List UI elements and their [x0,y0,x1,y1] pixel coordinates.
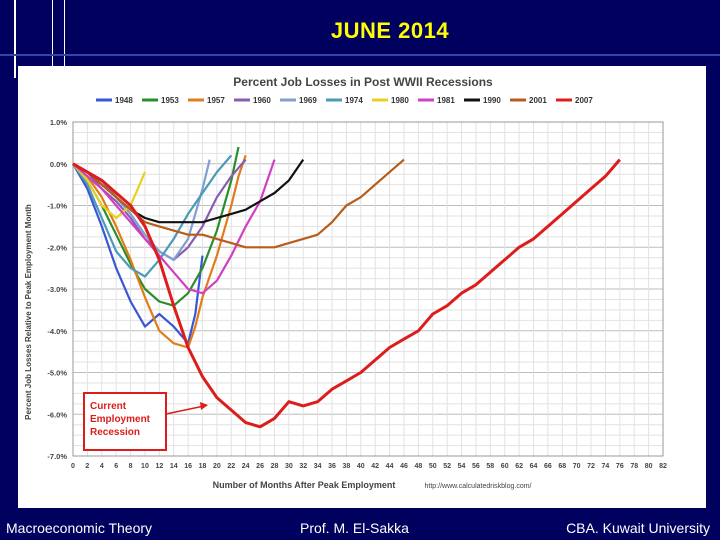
x-tick-label: 32 [299,463,307,470]
x-tick-label: 48 [414,463,422,470]
legend-label: 1981 [437,96,455,105]
x-tick-label: 14 [170,463,178,470]
x-tick-label: 74 [602,463,610,470]
title-divider [0,54,720,56]
legend-label: 1990 [483,96,501,105]
plot-border [72,121,664,457]
x-tick-label: 16 [184,463,192,470]
x-tick-label: 68 [558,463,566,470]
series-line-1974 [72,154,233,278]
y-tick-label: -3.0% [47,285,67,294]
x-tick-label: 20 [213,463,221,470]
x-tick-label: 8 [129,463,133,470]
legend-label: 1953 [161,96,179,105]
x-tick-label: 82 [659,463,667,470]
x-tick-label: 2 [85,463,89,470]
chart-grid [72,121,664,457]
annotation-line: Current [90,401,127,412]
x-tick-label: 50 [429,463,437,470]
x-tick-label: 70 [573,463,581,470]
legend-label: 1974 [345,96,363,105]
y-tick-label: -4.0% [47,327,67,336]
x-tick-label: 58 [486,463,494,470]
x-tick-label: 72 [587,463,595,470]
x-tick-label: 76 [616,463,624,470]
x-tick-label: 66 [544,463,552,470]
chart-panel: Percent Job Losses in Post WWII Recessio… [18,66,706,508]
footer-professor: Prof. M. El-Sakka [300,520,409,536]
x-tick-label: 46 [400,463,408,470]
x-tick-label: 18 [199,463,207,470]
x-tick-label: 62 [515,463,523,470]
x-axis-label: Number of Months After Peak Employment [213,480,396,490]
x-tick-label: 38 [343,463,351,470]
legend-label: 2001 [529,96,547,105]
x-tick-label: 10 [141,463,149,470]
annotation-line: Employment [90,414,151,425]
slide-title: JUNE 2014 [330,18,450,43]
legend-label: 1969 [299,96,317,105]
chart-legend: 1948 1953 1957 1960 1969 1974 1980 1981 1990 2001… [96,96,593,105]
series-line-1980 [72,163,147,220]
y-axis-ticks: 1.0% 0.0% -1.0% -2.0% -3.0% -4.0% -5.0% -6.0% -7… [47,118,67,461]
y-tick-label: 1.0% [50,118,67,127]
y-tick-label: 0.0% [50,160,67,169]
x-tick-label: 36 [328,463,336,470]
x-tick-label: 12 [155,463,163,470]
x-tick-label: 42 [371,463,379,470]
x-tick-label: 34 [314,463,322,470]
legend-label: 1957 [207,96,225,105]
source-url: http://www.calculatedriskblog.com/ [425,483,532,490]
x-tick-label: 22 [227,463,235,470]
decorative-line [52,0,53,66]
y-tick-label: -7.0% [47,452,67,461]
legend-label: 1980 [391,96,409,105]
x-tick-label: 54 [458,463,466,470]
decorative-bar [0,0,16,78]
legend-label: 2007 [575,96,593,105]
x-tick-label: 52 [443,463,451,470]
series-line-2007 [72,158,621,429]
footer-university: CBA. Kuwait University [566,520,710,536]
x-tick-label: 78 [630,463,638,470]
legend-label: 1948 [115,96,133,105]
x-tick-label: 24 [242,463,250,470]
series-line-1948 [72,163,204,345]
decorative-line [64,0,65,66]
y-tick-label: -2.0% [47,243,67,252]
y-tick-label: -1.0% [47,202,67,211]
x-tick-label: 30 [285,463,293,470]
chart-series [72,146,621,429]
x-tick-label: 80 [645,463,653,470]
legend-label: 1960 [253,96,271,105]
x-tick-label: 44 [386,463,394,470]
series-line-2001 [72,158,405,249]
annotation-line: Recession [90,427,140,438]
y-tick-label: -5.0% [47,369,67,378]
footer-course: Macroeconomic Theory [6,520,153,536]
chart-title: Percent Job Losses in Post WWII Recessio… [233,75,493,89]
x-tick-label: 56 [472,463,480,470]
y-tick-label: -6.0% [47,410,67,419]
x-axis-ticks: 0 2 4 6 8 10 12 14 16 18 20 22 24 26 28 30 32 34 36 38 40 42 4… [71,463,667,470]
job-losses-chart: Percent Job Losses in Post WWII Recessio… [18,66,706,508]
annotation-text: Current Employment Recession [90,401,151,438]
x-tick-label: 0 [71,463,75,470]
x-tick-label: 40 [357,463,365,470]
series-line-1981 [72,159,276,295]
series-line-1957 [72,155,247,349]
annotation-box: Current Employment Recession [83,392,208,451]
x-tick-label: 4 [100,463,104,470]
x-tick-label: 60 [501,463,509,470]
x-tick-label: 26 [256,463,264,470]
x-tick-label: 28 [271,463,279,470]
x-tick-label: 64 [530,463,538,470]
x-tick-label: 6 [114,463,118,470]
y-axis-label: Percent Job Losses Relative to Peak Empl… [24,204,33,420]
